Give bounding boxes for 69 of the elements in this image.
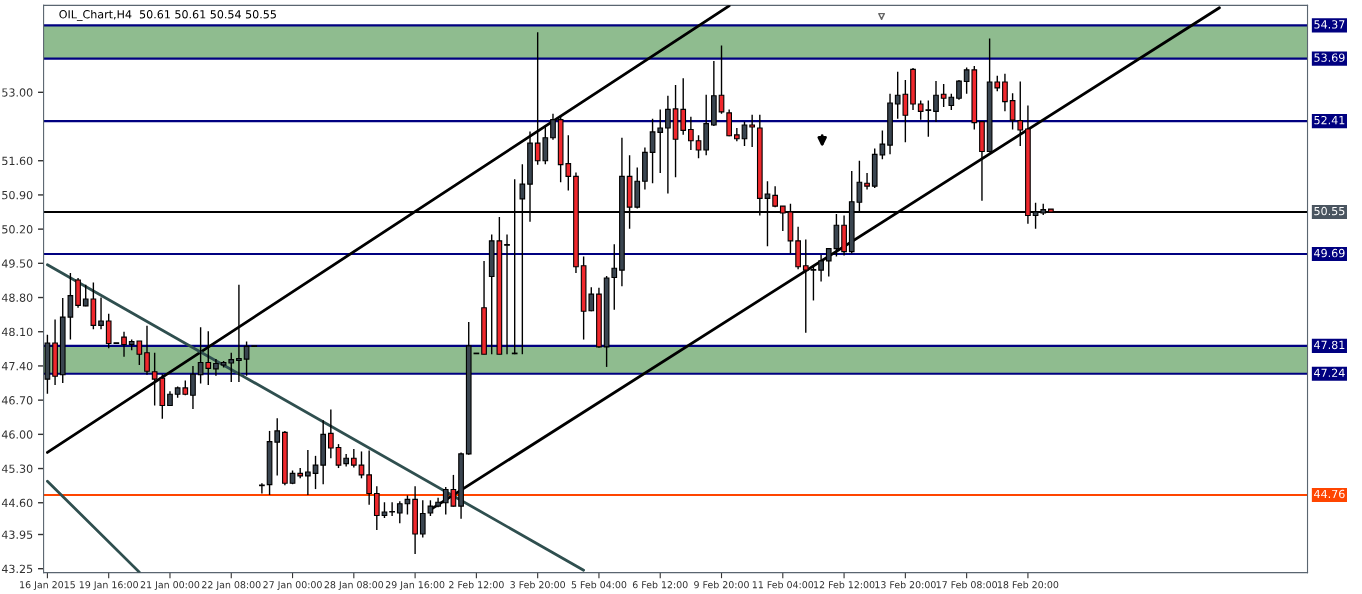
x-tick-label: 19 Jan 16:00 [79, 581, 138, 591]
candlestick [818, 254, 824, 283]
candlestick [305, 449, 311, 496]
candlestick [1002, 73, 1008, 113]
x-tick-label: 12 Feb 12:00 [814, 580, 875, 589]
ref-line-label: 54.37 [1314, 20, 1345, 29]
x-tick-label: 11 Feb 04:00 [752, 580, 814, 589]
x-tick-label: 17 Feb 08:00 [936, 580, 997, 589]
candlestick [98, 296, 104, 330]
candlestick [327, 408, 334, 459]
candlestick [688, 116, 694, 151]
y-tick-label: 50.20 [2, 225, 33, 234]
candlestick [665, 95, 671, 195]
candlestick [749, 114, 756, 148]
candlestick [718, 44, 725, 115]
y-tick-label: 48.80 [1, 293, 33, 302]
x-tick-label: 16 Jan 2015 [20, 581, 75, 591]
ref-line-label: 47.24 [1314, 368, 1345, 377]
candlestick [864, 172, 870, 191]
candlestick [236, 284, 242, 383]
x-tick-label: 29 Jan 16:00 [385, 581, 445, 591]
x-tick-label: 27 Jan 00:00 [263, 581, 322, 591]
y-tick-label: 49.50 [1, 259, 33, 268]
x-tick-label: 28 Jan 08:00 [324, 581, 384, 591]
candlestick [504, 233, 510, 355]
x-tick-label: 21 Jan 00:00 [140, 581, 200, 591]
candlestick [741, 120, 748, 147]
ref-line-label: 52.41 [1314, 115, 1345, 125]
y-tick-label: 43.25 [1, 564, 33, 574]
candlestick [335, 443, 342, 469]
candlestick [373, 485, 380, 531]
candlestick [350, 448, 357, 469]
y-tick-label: 43.95 [1, 530, 33, 539]
ref-line-label: 44.76 [1314, 489, 1345, 499]
x-tick-label: 2 Feb 12:00 [449, 580, 504, 589]
candlestick [259, 482, 265, 495]
x-tick-label: 9 Feb 20:00 [694, 580, 749, 589]
candlestick [389, 501, 395, 517]
candlestick [933, 80, 939, 123]
x-tick-label: 3 Feb 20:00 [510, 580, 566, 589]
y-tick-label: 50.90 [2, 190, 33, 200]
ref-line-label: 53.69 [1314, 53, 1345, 62]
candlestick [144, 325, 150, 376]
y-tick-label: 45.30 [1, 464, 33, 473]
ref-line-label: 49.69 [1314, 248, 1345, 258]
x-tick-label: 18 Feb 20:00 [997, 580, 1059, 589]
candlestick [121, 331, 127, 358]
candlestick [726, 108, 733, 137]
y-tick-label: 48.10 [1, 327, 33, 337]
candlestick [550, 113, 556, 141]
x-tick-label: 13 Feb 20:00 [875, 580, 936, 589]
chart-title: OIL_Chart,H4 50.61 50.61 50.54 50.55 [59, 9, 276, 21]
y-tick-label: 47.40 [1, 361, 33, 371]
candlestick [956, 79, 962, 101]
candlestick [190, 365, 196, 410]
y-tick-label: 46.00 [1, 430, 33, 439]
x-tick-label: 5 Feb 04:00 [571, 580, 627, 589]
x-tick-label: 6 Feb 12:00 [632, 580, 688, 589]
ref-line-label: 50.55 [1314, 206, 1345, 216]
y-tick-label: 46.70 [1, 396, 33, 405]
ref-line-label: 47.81 [1314, 340, 1345, 350]
candlestick [358, 450, 365, 480]
y-tick-label: 53.00 [2, 88, 33, 97]
candlestick [366, 449, 372, 506]
candlestick [312, 455, 319, 490]
y-tick-label: 51.60 [2, 156, 33, 166]
candlestick [695, 134, 702, 159]
x-tick-label: 22 Jan 08:00 [202, 581, 261, 591]
y-tick-label: 44.60 [1, 498, 33, 508]
